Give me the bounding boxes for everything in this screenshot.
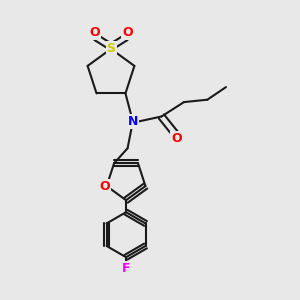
Text: O: O (99, 180, 110, 193)
Text: O: O (171, 132, 182, 145)
Text: O: O (122, 26, 133, 39)
Text: O: O (89, 26, 100, 39)
Text: F: F (122, 262, 130, 275)
Text: S: S (106, 42, 116, 56)
Text: N: N (128, 116, 138, 128)
